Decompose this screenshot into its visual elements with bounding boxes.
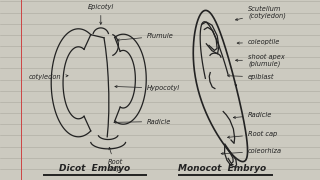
Text: Radicle: Radicle xyxy=(233,112,272,118)
Text: coleoptile: coleoptile xyxy=(237,39,280,45)
Text: Monocot  Embryo: Monocot Embryo xyxy=(178,164,267,173)
Text: Dicot  Embryo: Dicot Embryo xyxy=(59,164,130,173)
Text: Plumule: Plumule xyxy=(117,33,174,41)
Text: cotyledon: cotyledon xyxy=(29,74,68,80)
Text: Radicle: Radicle xyxy=(114,118,172,125)
Text: Root
cap: Root cap xyxy=(108,147,123,172)
Text: shoot apex
(plumule): shoot apex (plumule) xyxy=(236,53,285,67)
Text: epiblast: epiblast xyxy=(228,74,275,80)
Text: Hypocotyl: Hypocotyl xyxy=(115,85,180,91)
Text: Scutellum
(cotyledon): Scutellum (cotyledon) xyxy=(236,6,286,21)
Text: Epicotyl: Epicotyl xyxy=(88,4,114,24)
Text: Root cap: Root cap xyxy=(228,131,277,138)
Text: coleorhiza: coleorhiza xyxy=(221,148,282,155)
